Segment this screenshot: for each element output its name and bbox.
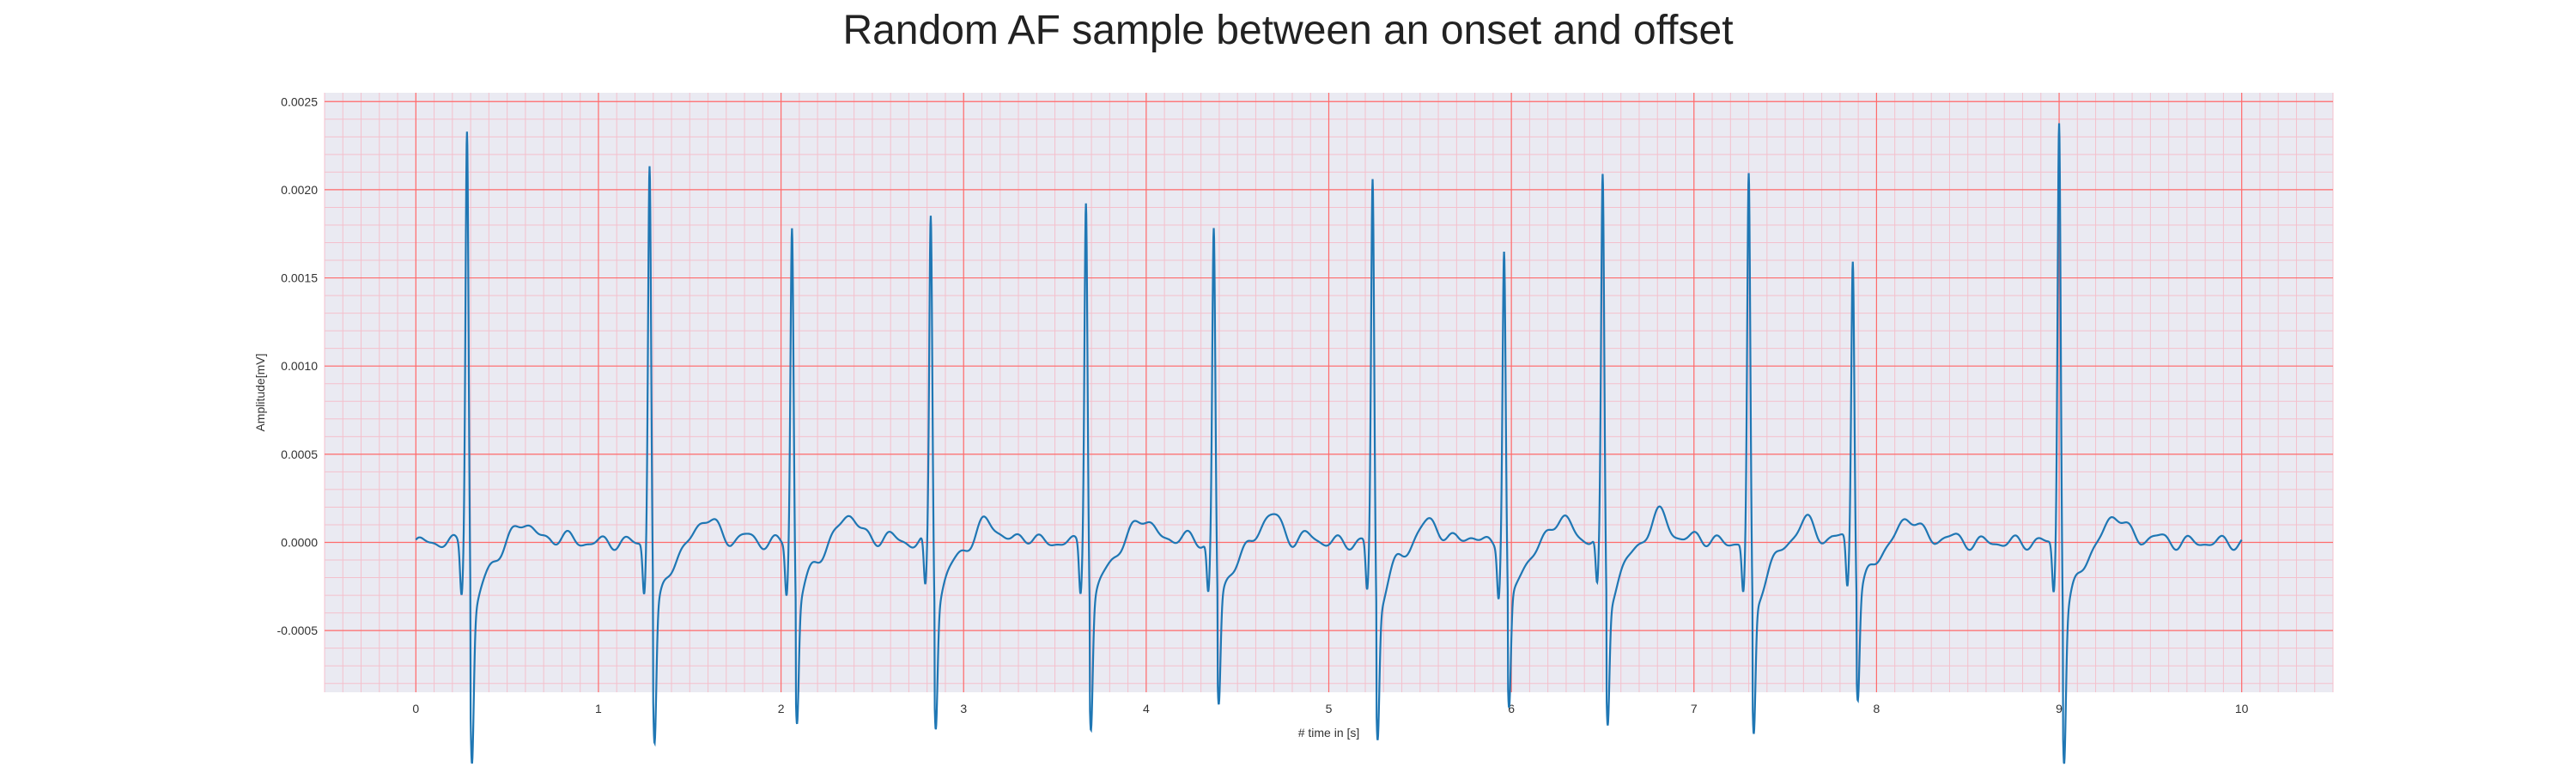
- x-tick-label: 10: [2235, 702, 2249, 715]
- x-tick-label: 4: [1143, 702, 1150, 715]
- chart-title: Random AF sample between an onset and of…: [842, 8, 1734, 53]
- x-tick-label: 3: [960, 702, 967, 715]
- major-grid: [325, 93, 2333, 692]
- y-axis-label: Amplitude[mV]: [253, 353, 267, 431]
- x-tick-label: 2: [778, 702, 785, 715]
- x-axis-label: # time in [s]: [1298, 726, 1360, 740]
- x-tick-label: 8: [1874, 702, 1880, 715]
- x-axis-ticks: 0 1 2 3 4 5 6 7 8 9 10: [412, 702, 2248, 715]
- x-tick-label: 5: [1326, 702, 1333, 715]
- y-tick-label: 0.0015: [281, 271, 318, 285]
- x-tick-label: 7: [1691, 702, 1698, 715]
- x-tick-label: 6: [1508, 702, 1515, 715]
- series-line: [415, 123, 2243, 764]
- y-tick-label: -0.0005: [277, 624, 319, 637]
- y-tick-label: 0.0005: [281, 447, 318, 461]
- y-tick-label: 0.0025: [281, 94, 318, 108]
- x-tick-label: 9: [2056, 702, 2063, 715]
- x-tick-label: 0: [412, 702, 419, 715]
- x-tick-label: 1: [595, 702, 602, 715]
- y-axis-ticks: -0.0005 0.0000 0.0005 0.0010 0.0015 0.0020 0.0…: [277, 94, 319, 637]
- y-tick-label: 0.0010: [281, 359, 318, 373]
- y-tick-label: 0.0020: [281, 183, 318, 197]
- y-tick-label: 0.0000: [281, 536, 318, 550]
